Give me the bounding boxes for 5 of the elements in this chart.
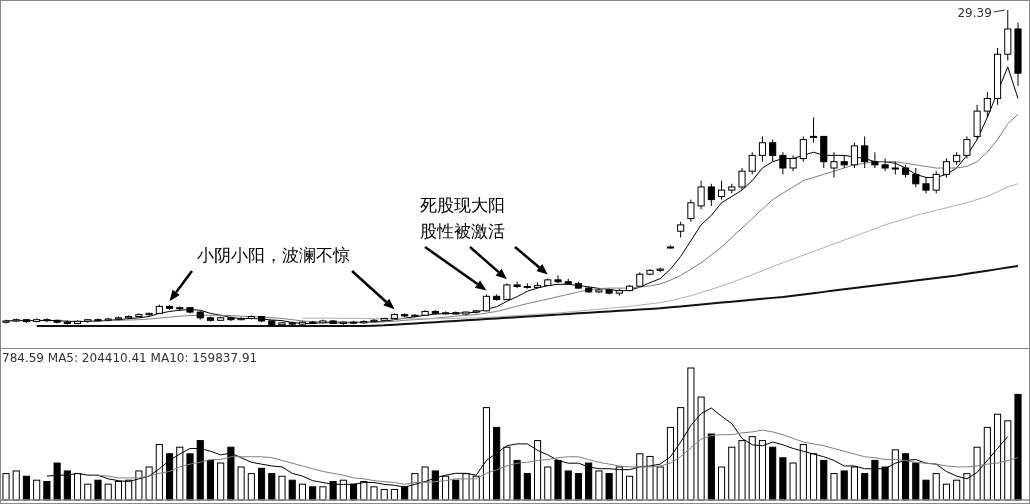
annotation: 29.39 bbox=[957, 6, 992, 20]
text: 784.59 MA5: 204410.41 MA10: 159837.91 bbox=[2, 351, 258, 365]
annotation: 死股现大阳 bbox=[420, 195, 505, 215]
annotation: 小阴小阳，波澜不惊 bbox=[197, 245, 350, 265]
annotation: 股性被激活 bbox=[420, 221, 505, 241]
